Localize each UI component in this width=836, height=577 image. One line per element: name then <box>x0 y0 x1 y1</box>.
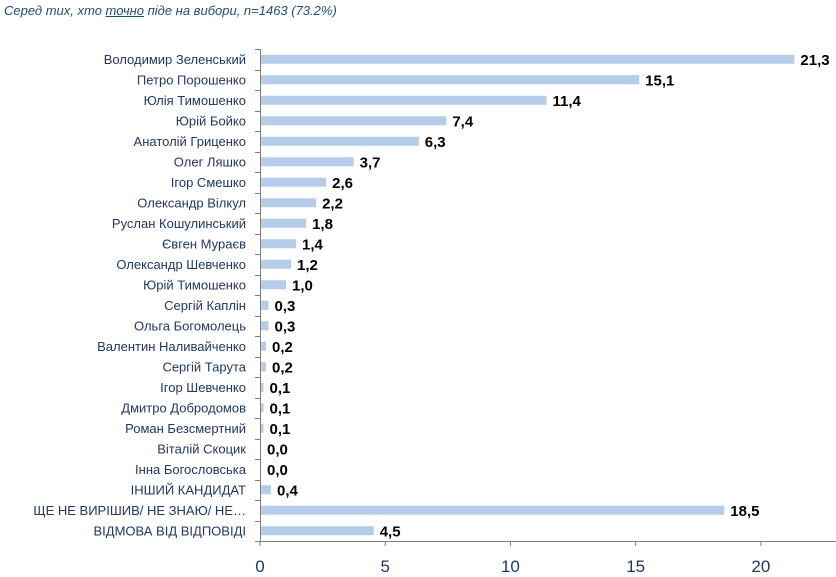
bar <box>261 218 307 228</box>
value-label: 0,4 <box>277 482 299 499</box>
bar <box>261 505 725 515</box>
category-label: Ігор Шевченко <box>160 380 246 395</box>
bar <box>261 54 795 64</box>
bar <box>261 259 292 269</box>
value-label: 4,5 <box>380 523 401 540</box>
bar <box>261 136 419 146</box>
x-tick-label: 15 <box>626 557 645 576</box>
bar <box>261 300 269 310</box>
value-label: 1,8 <box>312 216 333 233</box>
category-label: Віталій Скоцик <box>157 441 246 456</box>
category-label: Володимир Зеленський <box>104 52 246 67</box>
value-label: 21,3 <box>800 52 829 69</box>
bar <box>261 75 640 85</box>
category-label: Олег Ляшко <box>174 154 246 169</box>
category-label: Інна Богословська <box>135 462 247 477</box>
subtitle-emphasis: точно <box>105 3 144 18</box>
category-label: Юрій Бойко <box>176 113 246 128</box>
value-label: 0,2 <box>272 359 293 376</box>
value-label: 0,2 <box>272 339 293 356</box>
value-label: 0,1 <box>270 380 291 397</box>
category-label: Юрій Тимошенко <box>143 277 246 292</box>
value-label: 11,4 <box>552 93 581 110</box>
value-label: 2,2 <box>322 195 343 212</box>
bar <box>261 341 267 351</box>
category-label: Сергій Каплін <box>164 298 246 313</box>
category-label: Сергій Тарута <box>162 359 246 374</box>
bar <box>261 177 327 187</box>
bar <box>261 116 447 126</box>
category-label: Ігор Смешко <box>171 175 246 190</box>
value-label: 1,0 <box>292 277 313 294</box>
category-label: Роман Безсмертний <box>125 421 246 436</box>
subtitle-suffix: піде на вибори, n=1463 (73.2%) <box>144 3 337 18</box>
subtitle-prefix: Серед тих, хто <box>4 3 106 18</box>
chart-subtitle: Серед тих, хто точно піде на вибори, n=1… <box>4 3 337 18</box>
bar <box>261 485 272 495</box>
bar <box>261 403 264 413</box>
bar <box>261 362 267 372</box>
value-label: 6,3 <box>425 134 446 151</box>
category-label: ЩЕ НЕ ВИРІШИВ/ НЕ ЗНАЮ/ НЕ… <box>33 503 246 518</box>
bar <box>261 95 547 105</box>
value-label: 0,0 <box>267 441 288 458</box>
category-label: Валентин Наливайченко <box>97 339 246 354</box>
bar <box>261 423 264 433</box>
category-label: Ольга Богомолець <box>134 318 246 333</box>
category-label: Олександр Вілкул <box>137 195 246 210</box>
x-tick-label: 20 <box>751 557 770 576</box>
x-tick-label: 0 <box>255 557 264 576</box>
value-label: 7,4 <box>452 113 474 130</box>
category-label: Анатолій Гриценко <box>134 134 246 149</box>
category-label: Петро Порошенко <box>137 72 246 87</box>
x-tick-label: 10 <box>501 557 520 576</box>
category-label: Олександр Шевченко <box>116 257 246 272</box>
category-label: Євген Мураєв <box>162 236 246 251</box>
bar <box>261 321 269 331</box>
value-label: 0,1 <box>270 400 291 417</box>
bar <box>261 157 354 167</box>
value-label: 1,4 <box>302 236 324 253</box>
value-label: 0,0 <box>267 462 288 479</box>
category-label: ВІДМОВА ВІД ВІДПОВІДІ <box>94 523 247 538</box>
bar <box>261 198 317 208</box>
bar <box>261 280 287 290</box>
value-label: 3,7 <box>360 154 381 171</box>
bar <box>261 526 374 536</box>
value-label: 18,5 <box>730 503 759 520</box>
value-label: 0,3 <box>275 318 296 335</box>
value-label: 1,2 <box>297 257 318 274</box>
category-label: Руслан Кошулинський <box>112 216 246 231</box>
category-label: Дмитро Добродомов <box>121 400 246 415</box>
value-label: 0,3 <box>275 298 296 315</box>
bar <box>261 382 264 392</box>
category-label: ІНШИЙ КАНДИДАТ <box>131 482 246 497</box>
category-label: Юлія Тимошенко <box>144 93 246 108</box>
value-label: 15,1 <box>645 72 674 89</box>
bar <box>261 239 297 249</box>
value-label: 2,6 <box>332 175 353 192</box>
value-label: 0,1 <box>270 421 291 438</box>
x-tick-label: 5 <box>380 557 389 576</box>
